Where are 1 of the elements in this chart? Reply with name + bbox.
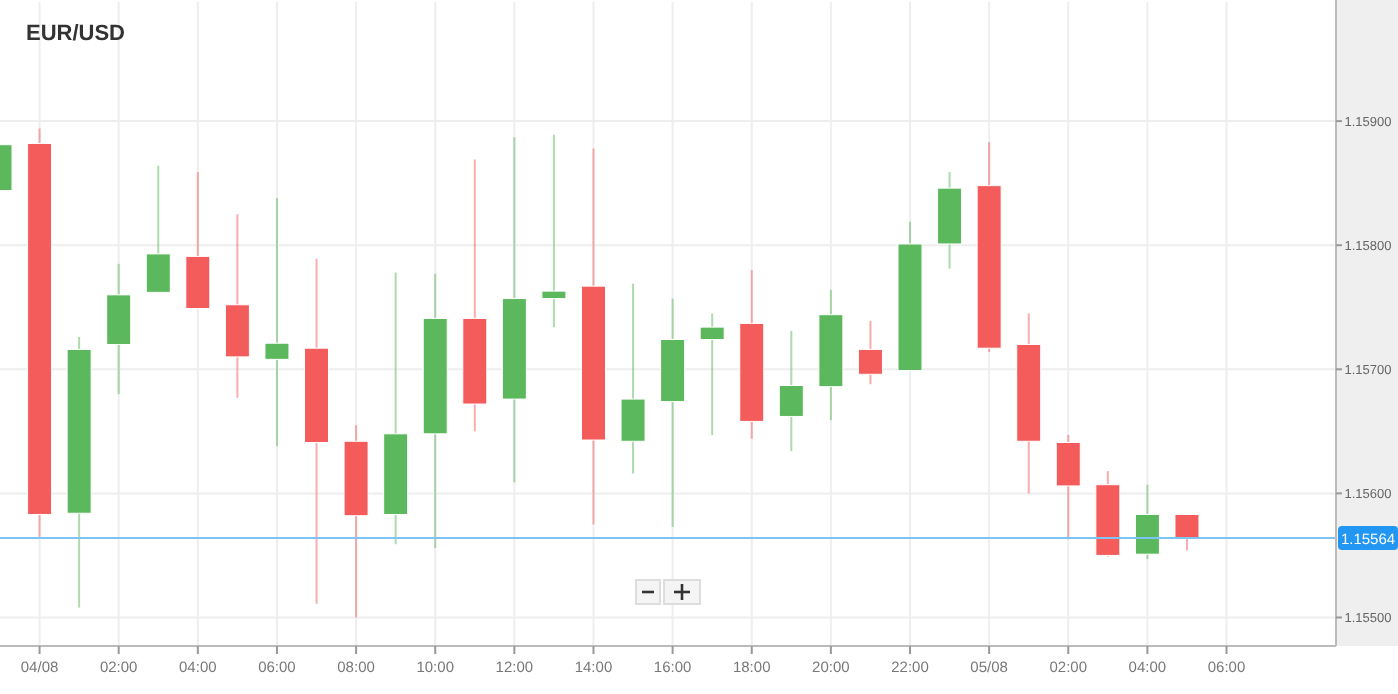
text: EUR/USD — [26, 22, 126, 46]
